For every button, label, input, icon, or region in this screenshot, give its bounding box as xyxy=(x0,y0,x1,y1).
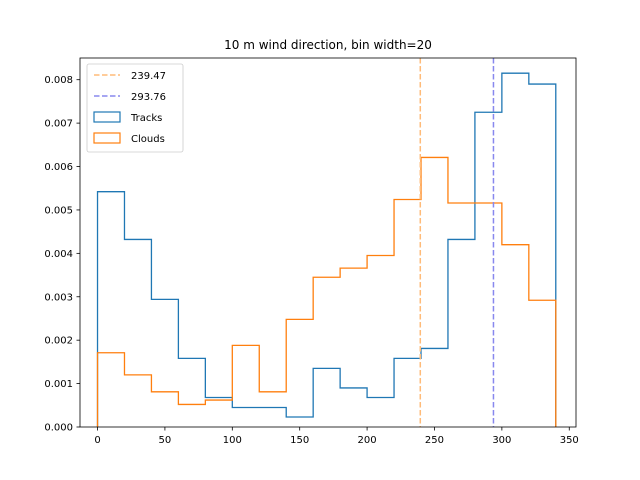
y-tick-label: 0.006 xyxy=(44,162,73,173)
x-tick-label: 300 xyxy=(492,435,511,446)
legend-swatch-box xyxy=(93,111,121,123)
x-tick-label: 100 xyxy=(223,435,242,446)
y-tick-label: 0.004 xyxy=(44,249,73,260)
legend-swatch-box xyxy=(93,132,121,144)
y-tick-label: 0.007 xyxy=(44,119,73,130)
plot-area: 0 50 100 150 200 250 300 350 0.000 0.001 0.002 0.00… xyxy=(44,57,579,446)
legend-label: 293.76 xyxy=(131,92,166,103)
axes-frame xyxy=(79,57,577,428)
y-tick-label: 0.001 xyxy=(44,379,73,390)
y-tick-label: 0.008 xyxy=(44,75,73,86)
x-tick-label: 350 xyxy=(560,435,579,446)
legend-label: Tracks xyxy=(130,113,162,124)
x-tick-label: 50 xyxy=(159,435,172,446)
legend-label: Clouds xyxy=(131,134,165,145)
y-tick-label: 0.003 xyxy=(44,292,73,303)
x-tick-label: 250 xyxy=(425,435,444,446)
series-clouds-step xyxy=(96,156,557,427)
y-tick-label: 0.000 xyxy=(44,423,73,434)
legend: 239.47 293.76 Tracks Clouds xyxy=(86,63,184,153)
x-tick-label: 200 xyxy=(358,435,377,446)
x-tick-label: 0 xyxy=(94,435,100,446)
legend-label: 239.47 xyxy=(131,71,166,82)
series-tracks-step xyxy=(96,72,557,427)
y-tick-label: 0.005 xyxy=(44,205,73,216)
y-tick-label: 0.002 xyxy=(44,336,73,347)
legend-frame xyxy=(86,63,184,153)
x-tick-label: 150 xyxy=(290,435,309,446)
chart-title: 10 m wind direction, bin width=20 xyxy=(224,38,432,52)
